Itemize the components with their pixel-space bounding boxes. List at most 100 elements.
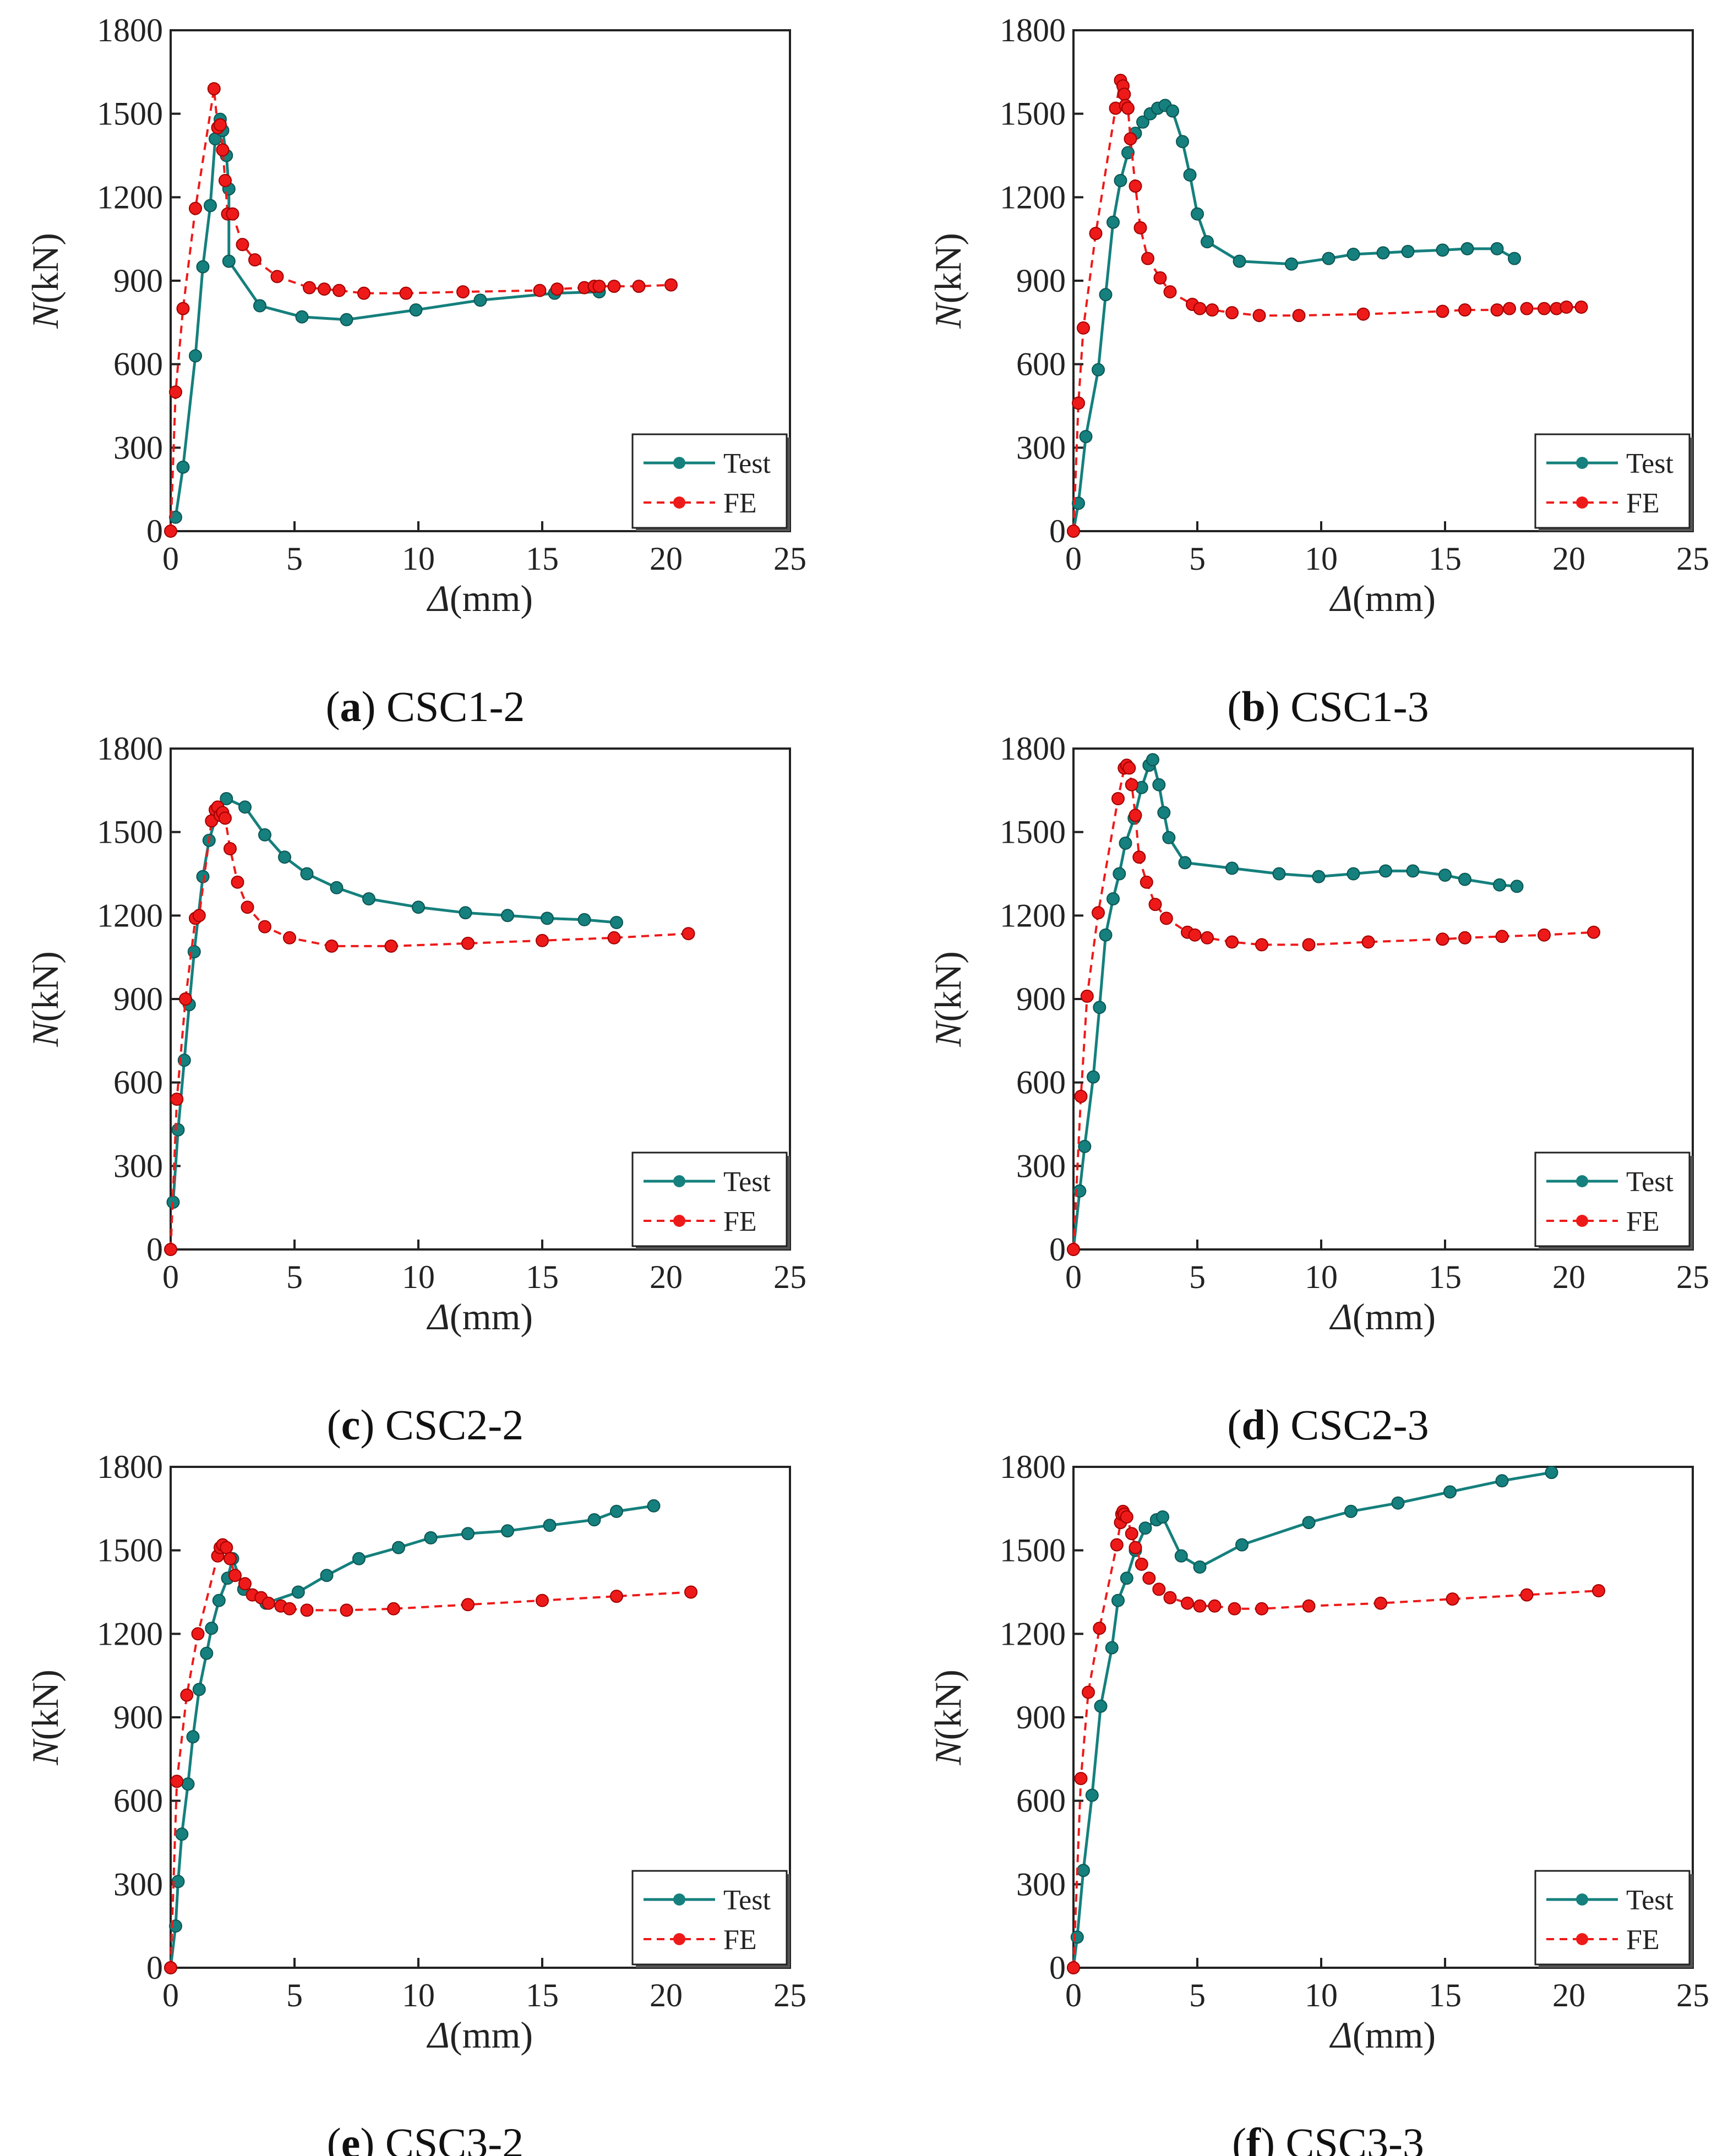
y-tick-label: 600 bbox=[1016, 1065, 1066, 1101]
fe-point bbox=[456, 285, 470, 299]
test-point bbox=[200, 1646, 214, 1660]
test-point bbox=[1070, 1930, 1084, 1944]
x-tick-label: 20 bbox=[650, 1259, 683, 1295]
fe-point bbox=[1495, 930, 1509, 943]
test-point bbox=[1193, 1560, 1207, 1574]
fe-point bbox=[318, 282, 331, 296]
fe-point bbox=[1206, 303, 1219, 317]
y-tick-label: 300 bbox=[1016, 429, 1066, 466]
y-tick-label: 1500 bbox=[1000, 96, 1066, 132]
test-point bbox=[392, 1541, 405, 1554]
test-point bbox=[1093, 1001, 1106, 1014]
test-point bbox=[1458, 872, 1471, 886]
x-axis-label: Δ(mm) bbox=[1329, 1296, 1436, 1338]
caption-letter: a bbox=[340, 683, 362, 730]
test-point bbox=[295, 310, 309, 324]
x-tick-label: 0 bbox=[162, 1259, 179, 1295]
fe-point bbox=[231, 875, 244, 889]
y-axis-label: N(kN) bbox=[24, 233, 66, 329]
y-tick-label: 600 bbox=[1016, 1783, 1066, 1819]
test-point bbox=[205, 1622, 219, 1635]
fe-point bbox=[1067, 1961, 1080, 1974]
fe-point bbox=[1080, 989, 1094, 1003]
fe-point bbox=[1228, 1602, 1241, 1615]
fe-point bbox=[1111, 792, 1125, 805]
y-tick-label: 1500 bbox=[1000, 814, 1066, 850]
test-point bbox=[610, 916, 623, 929]
test-series-line bbox=[174, 118, 599, 518]
x-tick-label: 20 bbox=[650, 541, 683, 577]
fe-point bbox=[1072, 396, 1085, 410]
legend-fe-label: FE bbox=[1626, 488, 1660, 519]
y-axis-label: N(kN) bbox=[24, 951, 66, 1047]
test-point bbox=[1106, 215, 1120, 229]
test-point bbox=[176, 460, 190, 474]
panel-caption: (a) CSC1-2 bbox=[326, 683, 525, 730]
fe-point bbox=[1255, 938, 1268, 952]
caption-text: CSC1-3 bbox=[1280, 683, 1429, 730]
fe-point bbox=[399, 286, 413, 300]
y-tick-label: 1200 bbox=[97, 179, 163, 215]
legend-test-marker bbox=[673, 457, 685, 469]
x-tick-label: 15 bbox=[526, 1977, 559, 2013]
x-tick-label: 20 bbox=[1552, 1259, 1585, 1295]
x-tick-label: 15 bbox=[526, 1259, 559, 1295]
caption-paren-close: ) bbox=[1266, 1401, 1280, 1449]
test-point bbox=[175, 1827, 189, 1841]
x-tick-label: 5 bbox=[1189, 541, 1206, 577]
fe-point bbox=[1129, 809, 1142, 822]
test-point bbox=[1119, 836, 1132, 850]
caption-text: CSC1-2 bbox=[376, 683, 525, 730]
fe-point bbox=[1520, 302, 1534, 315]
fe-point bbox=[238, 1577, 252, 1591]
fe-point bbox=[283, 931, 296, 945]
y-tick-label: 900 bbox=[1016, 1699, 1066, 1735]
test-point bbox=[610, 1504, 623, 1518]
legend-test-marker bbox=[1576, 1893, 1588, 1906]
x-axis-unit: (mm) bbox=[450, 577, 533, 619]
fe-point bbox=[1118, 88, 1131, 101]
caption-text: CSC2-2 bbox=[374, 1401, 524, 1449]
fe-point bbox=[236, 238, 249, 252]
y-axis-unit: (kN) bbox=[24, 1669, 66, 1740]
y-axis-symbol: N bbox=[24, 1020, 66, 1047]
test-point bbox=[212, 1593, 226, 1607]
fe-point bbox=[1503, 302, 1516, 315]
legend-test-label: Test bbox=[723, 1885, 771, 1916]
fe-point bbox=[682, 927, 695, 941]
caption-paren-open: ( bbox=[326, 683, 340, 730]
test-point bbox=[1379, 864, 1392, 878]
y-tick-label: 900 bbox=[113, 1699, 163, 1735]
y-tick-label: 1500 bbox=[97, 814, 163, 850]
panel-caption: (c) CSC2-2 bbox=[327, 1401, 524, 1449]
test-point bbox=[1406, 864, 1420, 878]
x-tick-label: 20 bbox=[1552, 541, 1585, 577]
fe-point bbox=[169, 385, 182, 399]
test-point bbox=[330, 881, 344, 894]
test-point bbox=[1438, 869, 1452, 882]
fe-series-line bbox=[170, 806, 689, 1250]
y-tick-label: 0 bbox=[146, 1231, 163, 1268]
fe-point bbox=[1122, 761, 1136, 775]
y-axis-unit: (kN) bbox=[927, 233, 969, 303]
fe-point bbox=[258, 920, 271, 934]
fe-point bbox=[1163, 1591, 1177, 1604]
y-tick-label: 300 bbox=[113, 1866, 163, 1902]
legend-fe-label: FE bbox=[723, 488, 757, 519]
chart-a: 0 5 10 15 20 25 0 300 600 900 1200 1500 1800 Δ(mm) N(k… bbox=[24, 12, 806, 730]
fe-point bbox=[357, 286, 370, 300]
caption-paren-close: ) bbox=[360, 1401, 374, 1449]
x-tick-label: 0 bbox=[162, 541, 179, 577]
x-axis-unit: (mm) bbox=[450, 2014, 533, 2056]
fe-series-line bbox=[170, 88, 672, 532]
legend-fe-marker bbox=[673, 496, 685, 509]
fe-point bbox=[241, 900, 254, 914]
test-point bbox=[171, 1875, 185, 1888]
fe-point bbox=[1181, 1596, 1194, 1610]
caption-letter: d bbox=[1241, 1401, 1265, 1449]
test-point bbox=[300, 867, 314, 881]
test-point bbox=[1233, 254, 1246, 268]
y-tick-label: 900 bbox=[1016, 263, 1066, 299]
fe-point bbox=[1225, 935, 1239, 949]
fe-point bbox=[1587, 925, 1600, 939]
